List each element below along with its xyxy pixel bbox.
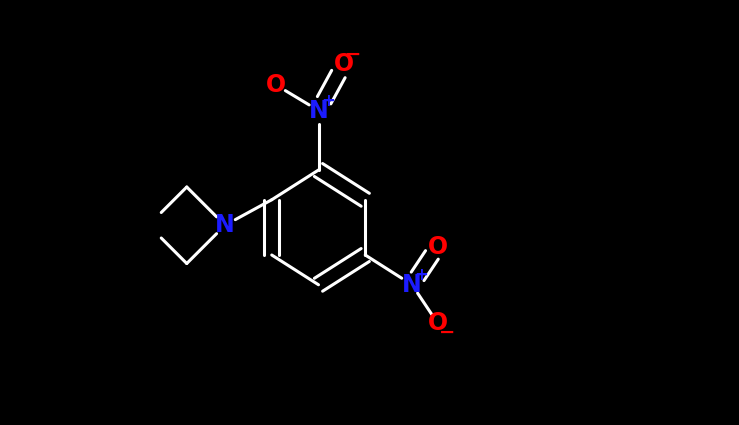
Text: O: O xyxy=(427,235,448,258)
Text: O: O xyxy=(334,52,354,76)
Text: O: O xyxy=(427,311,448,335)
Text: N: N xyxy=(402,273,422,297)
Text: +: + xyxy=(415,266,429,284)
Text: −: − xyxy=(345,45,361,64)
Text: −: − xyxy=(439,323,455,342)
Text: +: + xyxy=(321,92,335,110)
Text: N: N xyxy=(215,213,235,237)
Text: O: O xyxy=(266,73,286,97)
Text: N: N xyxy=(309,99,328,122)
